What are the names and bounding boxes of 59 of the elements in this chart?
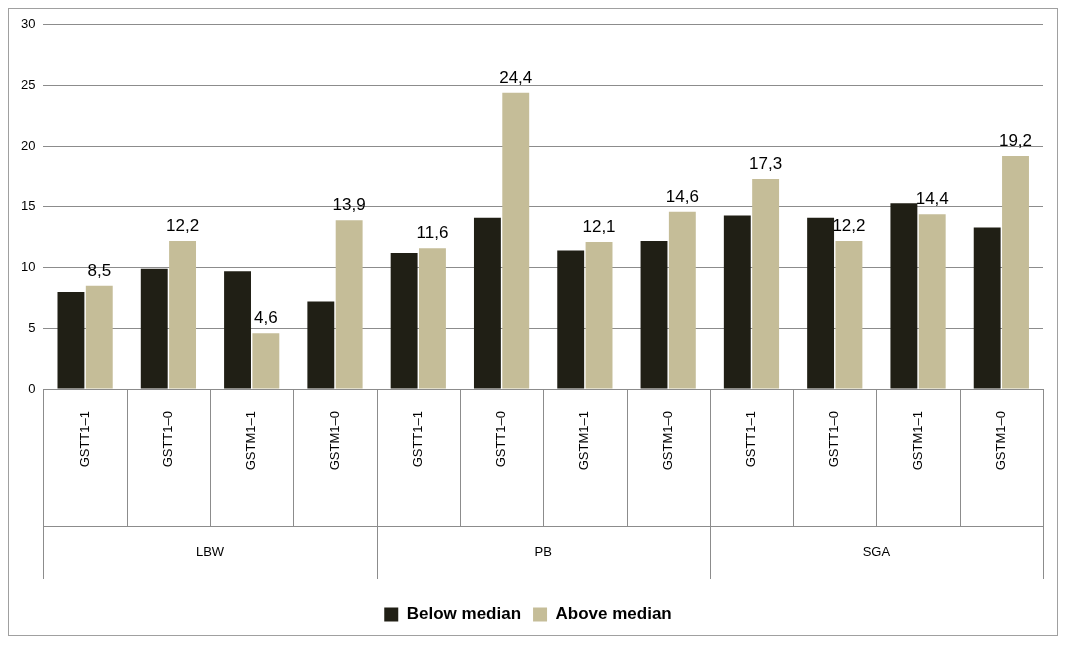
y-tick-label: 15: [20, 198, 36, 214]
bar: [585, 242, 613, 389]
text: LBW: [195, 543, 225, 559]
bar: [390, 253, 418, 389]
x-tick-label: GSTM1–1: [909, 411, 925, 471]
bar: [557, 250, 585, 389]
x-tick-label: GSTM1–1: [243, 411, 259, 471]
data-label: 24,4: [499, 67, 533, 87]
bar: [473, 217, 501, 389]
data-label: 12,1: [582, 217, 616, 237]
y-tick-label: 25: [20, 77, 36, 93]
legend-label: Above median: [555, 604, 672, 624]
data-label: 17,3: [749, 154, 783, 174]
data-label: 12,2: [166, 216, 200, 236]
bar: [140, 268, 168, 389]
x-tick-label: GSTM1–0: [326, 411, 342, 471]
x-tick-label: GSTT1–0: [159, 411, 175, 468]
bar: [85, 285, 113, 389]
bar: [307, 301, 335, 389]
data-label: 11,6: [416, 223, 449, 243]
bar: [835, 240, 863, 389]
bar: [973, 227, 1001, 389]
bar: [807, 217, 835, 389]
bar: [252, 333, 280, 389]
bar: [1002, 155, 1029, 389]
legend-label: Below median: [406, 604, 522, 624]
y-tick-label: 5: [28, 319, 36, 335]
bar: [502, 92, 530, 389]
y-tick-label: 20: [20, 137, 36, 153]
x-tick-label: GSTT1–1: [76, 411, 92, 468]
data-label: 14,4: [915, 189, 949, 209]
data-label: 19,2: [998, 131, 1033, 151]
text: PB: [534, 543, 552, 559]
bar: [723, 215, 751, 389]
bar: [57, 291, 85, 389]
x-tick-label: GSTT1–0: [493, 411, 509, 468]
bar: [890, 203, 918, 389]
x-tick-label: GSTT1–1: [743, 411, 759, 468]
text: SGA: [862, 543, 891, 559]
x-tick-label: GSTT1–1: [409, 411, 425, 468]
data-label: 14,6: [665, 186, 699, 206]
data-label: 4,6: [254, 308, 278, 328]
bar: [335, 220, 363, 389]
bar: [668, 211, 696, 389]
y-tick-label: 0: [28, 380, 36, 396]
bar: [224, 271, 251, 389]
y-tick-label: 10: [20, 259, 36, 275]
x-tick-label: GSTM1–0: [992, 411, 1008, 471]
bar: [918, 214, 946, 389]
data-label: 8,5: [87, 261, 112, 280]
y-tick-label: 30: [20, 16, 36, 32]
bar: [169, 240, 197, 389]
x-tick-label: GSTM1–0: [659, 411, 675, 471]
bar: [419, 248, 446, 389]
data-label: 13,9: [332, 195, 366, 215]
bar: [640, 240, 668, 389]
x-tick-label: GSTT1–0: [826, 411, 842, 468]
bar: [752, 178, 780, 389]
x-tick-label: GSTM1–1: [576, 411, 592, 471]
